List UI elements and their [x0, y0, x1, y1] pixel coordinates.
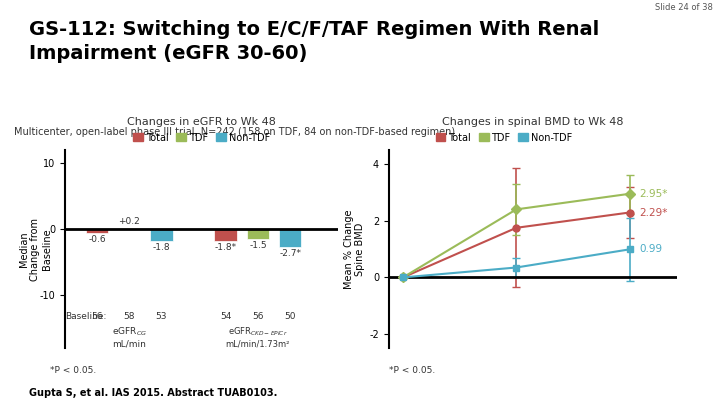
Bar — [247, 229, 269, 239]
Text: 56: 56 — [91, 312, 103, 321]
Title: Changes in eGFR to Wk 48: Changes in eGFR to Wk 48 — [127, 117, 276, 127]
Text: 2.95*: 2.95* — [639, 189, 667, 199]
Text: -0.6: -0.6 — [88, 235, 106, 244]
Text: Slide 24 of 38: Slide 24 of 38 — [655, 3, 713, 13]
Legend: Total, TDF, Non-TDF: Total, TDF, Non-TDF — [130, 129, 274, 147]
Text: 0.99: 0.99 — [639, 244, 662, 254]
Text: 2.29*: 2.29* — [639, 207, 667, 217]
Text: -1.8*: -1.8* — [215, 243, 237, 252]
Text: *P < 0.05.: *P < 0.05. — [50, 366, 96, 375]
Text: 58: 58 — [123, 312, 135, 321]
Text: *P < 0.05.: *P < 0.05. — [389, 366, 435, 375]
Title: Changes in spinal BMD to Wk 48: Changes in spinal BMD to Wk 48 — [442, 117, 624, 127]
Text: GS-112: Switching to E/C/F/TAF Regimen With Renal
Impairment (eGFR 30-60): GS-112: Switching to E/C/F/TAF Regimen W… — [29, 20, 599, 63]
Legend: Total, TDF, Non-TDF: Total, TDF, Non-TDF — [432, 129, 576, 147]
Bar — [118, 228, 140, 229]
Text: Baseline:: Baseline: — [65, 312, 106, 321]
Bar — [150, 229, 173, 241]
Text: 54: 54 — [220, 312, 231, 321]
Text: Gupta S, et al. IAS 2015. Abstract TUAB0103.: Gupta S, et al. IAS 2015. Abstract TUAB0… — [29, 388, 277, 398]
Text: Multicenter, open-label phase III trial, N=242 (158 on TDF, 84 on non-TDF-based : Multicenter, open-label phase III trial,… — [14, 127, 456, 136]
Text: -1.5: -1.5 — [249, 241, 266, 250]
Bar — [215, 229, 237, 241]
Text: eGFR$_{CKD-EPI Cr}$
mL/min/1.73m²: eGFR$_{CKD-EPI Cr}$ mL/min/1.73m² — [226, 325, 290, 348]
Bar — [86, 229, 108, 233]
Text: eGFR$_{CG}$
mL/min: eGFR$_{CG}$ mL/min — [112, 325, 147, 348]
Y-axis label: Mean % Change
Spine BMD: Mean % Change Spine BMD — [343, 209, 365, 289]
Text: -2.7*: -2.7* — [279, 249, 301, 258]
Text: 50: 50 — [284, 312, 296, 321]
Text: 53: 53 — [156, 312, 167, 321]
Text: -1.8: -1.8 — [153, 243, 170, 252]
Y-axis label: Median
Change from
Baseline: Median Change from Baseline — [19, 217, 52, 281]
Text: 56: 56 — [252, 312, 264, 321]
Text: +0.2: +0.2 — [118, 217, 140, 226]
Bar — [279, 229, 302, 247]
